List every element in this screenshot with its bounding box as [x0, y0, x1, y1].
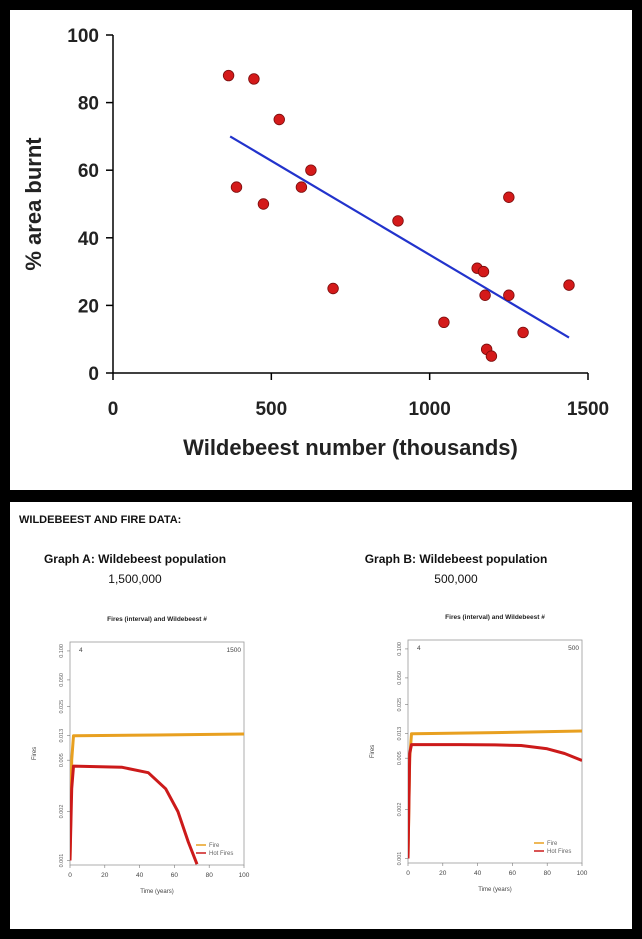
- data-point: [222, 69, 235, 82]
- data-point: [503, 191, 515, 203]
- legend-label: Fire: [209, 843, 220, 849]
- y-tick-label: 0: [88, 364, 99, 385]
- fire-y-axis-label: Fires: [32, 747, 38, 760]
- corner-label-right: 1500: [227, 647, 242, 654]
- data-point: [273, 113, 285, 126]
- fire-x-tick-label: 40: [474, 870, 482, 877]
- y-axis-label: % area burnt: [21, 137, 46, 271]
- data-point: [479, 289, 491, 301]
- data-point: [485, 350, 498, 362]
- x-tick-label: 500: [255, 399, 287, 420]
- fire-y-tick-label: 0.050: [59, 673, 65, 687]
- fire-x-tick-label: 100: [239, 872, 250, 879]
- fire-x-axis-label: Time (years): [140, 889, 173, 895]
- fire-x-tick-label: 60: [509, 870, 517, 877]
- x-tick-label: 0: [108, 399, 119, 420]
- graph-a-value: 1,500,000: [108, 572, 162, 586]
- fire-x-tick-label: 80: [544, 870, 552, 877]
- fire-y-tick-label: 0.025: [397, 698, 403, 712]
- trend-line: [229, 135, 570, 339]
- fire-x-tick-label: 60: [171, 872, 179, 879]
- fire-y-tick-label: 0.005: [59, 753, 65, 767]
- series-line-hot-fires: [70, 764, 199, 865]
- graph-b-value: 500,000: [434, 572, 478, 586]
- scatter-panel: 0 20 40 60 80 100 0 500 1000 1500 Wildebeest numbe…: [10, 10, 632, 490]
- y-tick-label: 80: [78, 94, 99, 115]
- y-tick-label: 100: [67, 26, 99, 47]
- y-tick-label: 40: [78, 229, 99, 250]
- plot-frame: [69, 641, 245, 866]
- fire-x-tick-label: 0: [68, 872, 72, 879]
- fire-y-tick-label: 0.005: [397, 751, 403, 765]
- corner-label-left: 4: [79, 647, 83, 654]
- fire-y-tick-label: 0.001: [59, 854, 65, 868]
- data-point: [503, 289, 515, 301]
- fire-x-tick-label: 0: [406, 870, 410, 877]
- fire-x-tick-label: 20: [101, 872, 109, 879]
- fire-x-tick-label: 40: [136, 872, 144, 879]
- x-tick-label: 1000: [409, 399, 451, 420]
- fire-x-axis-label: Time (years): [478, 887, 511, 893]
- fire-y-tick-label: 0.002: [59, 805, 65, 819]
- fire-y-tick-label: 0.001: [397, 852, 403, 866]
- x-axis-label: Wildebeest number (thousands): [183, 435, 518, 460]
- data-point: [305, 164, 317, 176]
- fire-y-axis-label: Fires: [370, 745, 376, 758]
- graph-b-title: Graph B: Wildebeest population: [326, 552, 586, 566]
- data-point: [230, 181, 243, 193]
- y-tick-label: 20: [78, 296, 99, 317]
- data-point: [248, 73, 260, 85]
- fire-data-panel: WILDEBEEST AND FIRE DATA: Graph A: Wilde…: [10, 502, 632, 929]
- fire-y-tick-label: 0.050: [397, 671, 403, 685]
- legend-label: Fire: [547, 841, 558, 847]
- legend-label: Hot Fires: [209, 851, 233, 857]
- legend-label: Hot Fires: [547, 849, 571, 855]
- graph-a-title: Graph A: Wildebeest population: [5, 552, 265, 566]
- data-point: [327, 282, 339, 295]
- graph-a-title-text: Graph A: Wildebeest population: [43, 552, 227, 566]
- section-heading: WILDEBEEST AND FIRE DATA:: [19, 514, 182, 526]
- fire-y-tick-label: 0.100: [397, 642, 403, 656]
- fire-x-tick-label: 20: [439, 870, 447, 877]
- data-point: [563, 279, 575, 291]
- series-line-hot-fires: [408, 743, 582, 859]
- data-point: [477, 265, 490, 278]
- graph-a-chart: Fires (interval) and Wildebeest # 4 1500 0.…: [32, 616, 250, 895]
- fire-y-tick-label: 0.013: [59, 729, 65, 743]
- fire-y-tick-label: 0.025: [59, 700, 65, 714]
- fire-x-tick-label: 80: [206, 872, 214, 879]
- x-tick-label: 1500: [567, 399, 609, 420]
- graph-b-title-text: Graph B: Wildebeest population: [364, 552, 548, 566]
- y-tick-label: 60: [78, 161, 99, 182]
- corner-label-right: 500: [568, 645, 579, 652]
- graph-b-chart: Fires (interval) and Wildebeest # 4 500 0.0…: [370, 614, 588, 893]
- fire-chart-title: Fires (interval) and Wildebeest #: [107, 616, 207, 623]
- data-point: [392, 215, 404, 227]
- fire-y-tick-label: 0.013: [397, 727, 403, 741]
- fire-y-tick-label: 0.002: [397, 803, 403, 817]
- data-point: [295, 181, 308, 193]
- data-point: [438, 316, 450, 329]
- data-point: [257, 198, 270, 210]
- corner-label-left: 4: [417, 645, 421, 652]
- fire-y-tick-label: 0.100: [59, 644, 65, 658]
- data-point: [517, 326, 529, 339]
- fire-x-tick-label: 100: [577, 870, 588, 877]
- fire-chart-title: Fires (interval) and Wildebeest #: [445, 614, 545, 621]
